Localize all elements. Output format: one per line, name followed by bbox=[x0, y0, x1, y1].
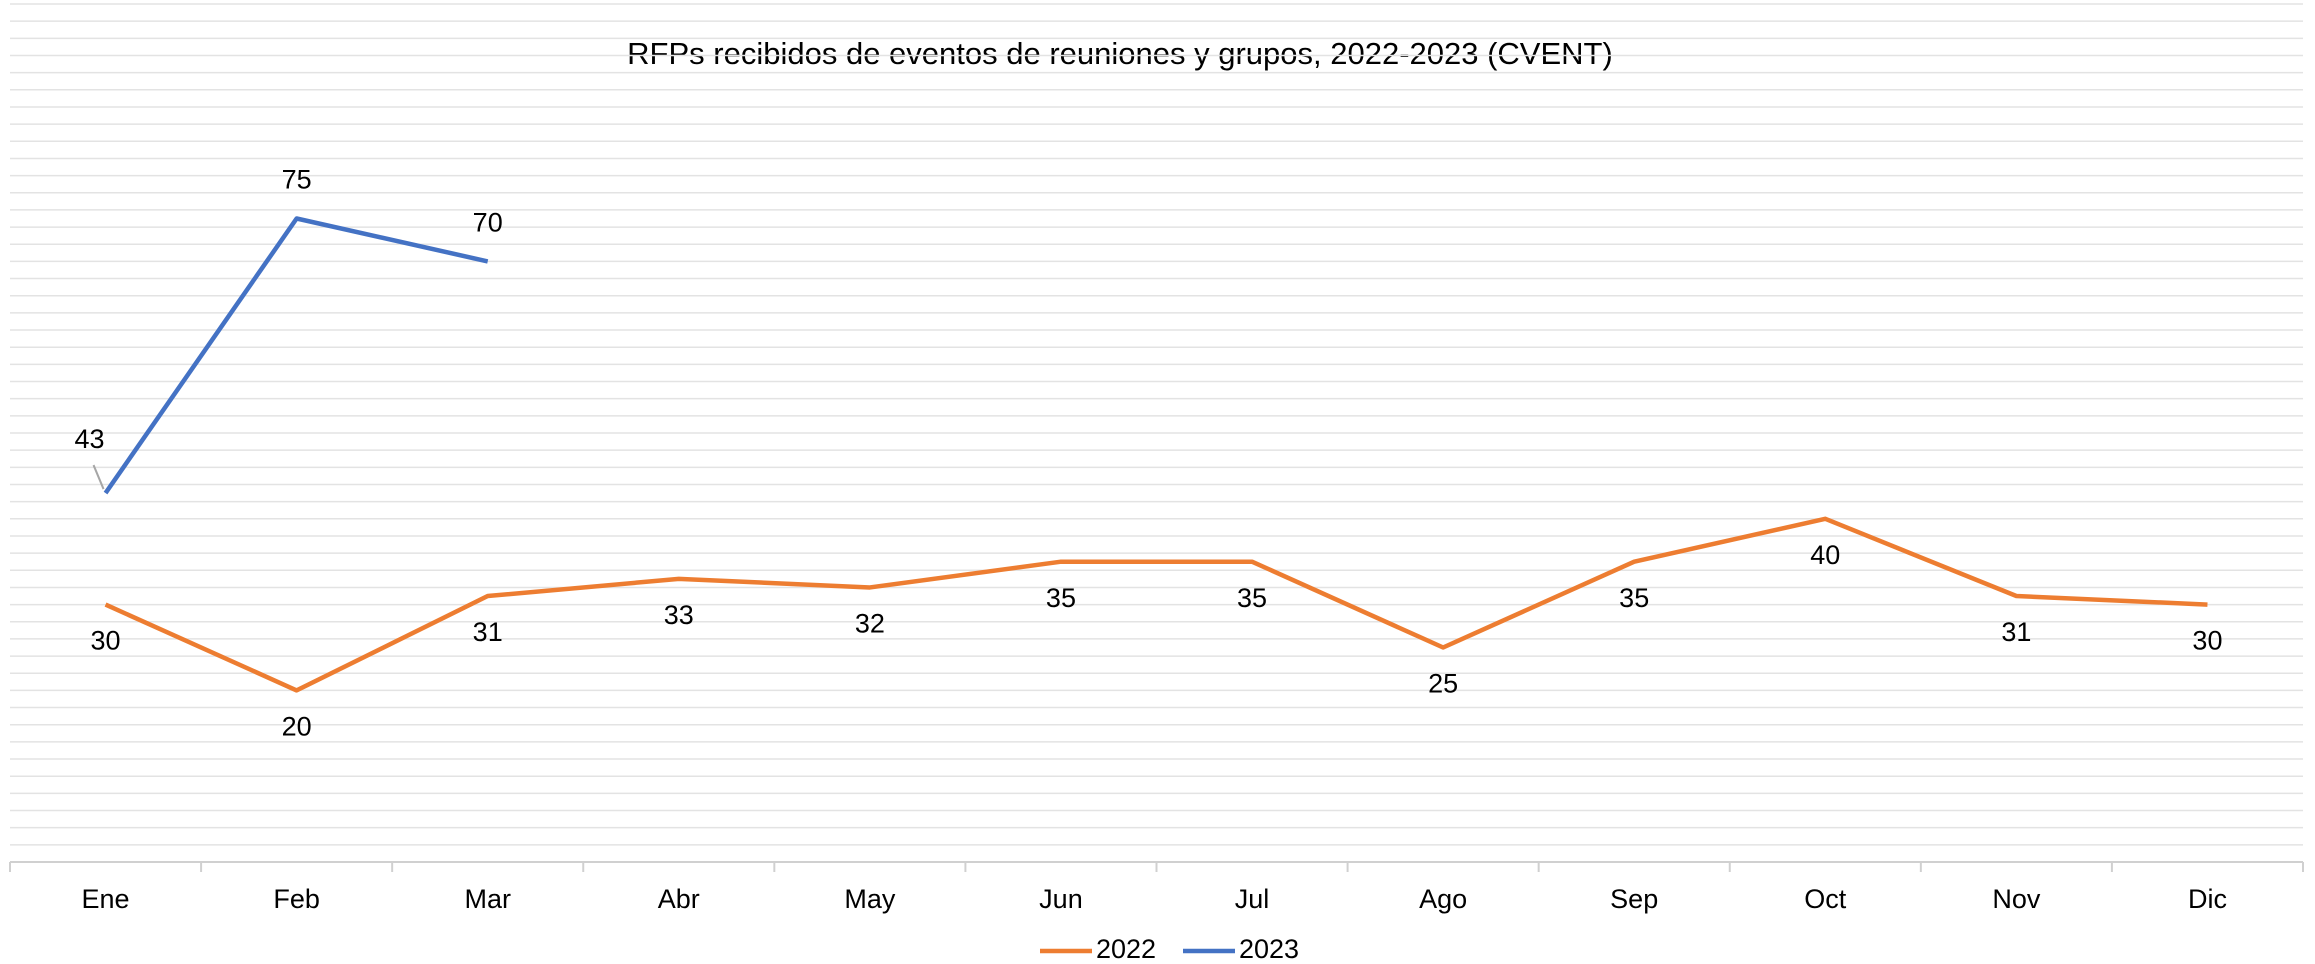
data-label: 43 bbox=[75, 424, 105, 454]
data-label: 30 bbox=[2192, 626, 2222, 656]
x-tick-label: Ago bbox=[1419, 884, 1467, 914]
data-label: 30 bbox=[91, 626, 121, 656]
series-line bbox=[104, 516, 2208, 693]
data-label: 35 bbox=[1237, 583, 1267, 613]
data-label: 35 bbox=[1046, 583, 1076, 613]
x-tick-label: Dic bbox=[2188, 884, 2227, 914]
data-label: 75 bbox=[282, 165, 312, 195]
data-label: 40 bbox=[1810, 540, 1840, 570]
x-tick-label: Feb bbox=[273, 884, 320, 914]
data-label: 32 bbox=[855, 609, 885, 639]
data-label: 70 bbox=[473, 208, 503, 238]
series-line bbox=[103, 216, 489, 495]
x-tick-label: Sep bbox=[1610, 884, 1658, 914]
x-tick-label: Oct bbox=[1804, 884, 1847, 914]
x-tick-label: Abr bbox=[658, 884, 700, 914]
x-tick-label: Ene bbox=[82, 884, 130, 914]
x-tick-label: May bbox=[844, 884, 896, 914]
data-label: 20 bbox=[282, 712, 312, 742]
data-label: 31 bbox=[2001, 617, 2031, 647]
data-label: 25 bbox=[1428, 669, 1458, 699]
x-tick-label: Jun bbox=[1039, 884, 1083, 914]
data-label: 33 bbox=[664, 600, 694, 630]
legend-label: 2022 bbox=[1096, 934, 1156, 964]
x-tick-label: Mar bbox=[464, 884, 511, 914]
x-tick-label: Nov bbox=[1992, 884, 2041, 914]
chart-title: RFPs recibidos de eventos de reuniones y… bbox=[627, 36, 1613, 71]
x-tick-label: Jul bbox=[1235, 884, 1270, 914]
legend-label: 2023 bbox=[1239, 934, 1299, 964]
data-label: 31 bbox=[473, 617, 503, 647]
data-label: 35 bbox=[1619, 583, 1649, 613]
leader-line bbox=[92, 464, 105, 490]
